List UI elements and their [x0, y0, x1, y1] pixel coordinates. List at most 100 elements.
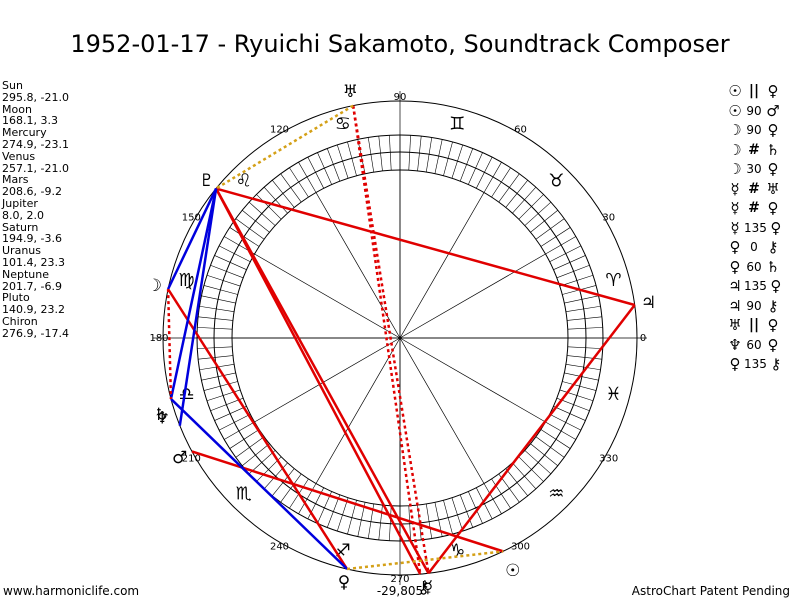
degree-tick	[197, 327, 233, 330]
planet-glyph-icon: ⚷	[767, 238, 779, 256]
pluto-glyph-icon: ♇	[199, 171, 214, 191]
degree-tick	[530, 210, 558, 233]
zodiac-sign-icon: ♈	[605, 270, 621, 291]
aspect-row: ☽ 30 ♀	[726, 160, 785, 180]
aspect-row: ♀ 60 ♄	[726, 258, 785, 278]
degree-tick	[248, 201, 276, 226]
aspect-row: ☽ 90 ♀	[726, 121, 785, 141]
zodiac-sign-icon: ♋	[335, 114, 351, 135]
planet-name: Sun	[2, 79, 23, 92]
degree-label: 180	[149, 333, 168, 344]
degree-tick	[549, 245, 582, 262]
degree-tick	[564, 372, 599, 381]
degree-tick	[564, 295, 599, 304]
aspect-row: ♀ 135 ⚷	[726, 355, 785, 375]
sector-spoke	[399, 337, 485, 484]
website-link[interactable]: www.harmoniclife.com	[3, 584, 140, 598]
degree-tick	[218, 414, 251, 431]
degree-label: 120	[270, 124, 289, 135]
aspect-line-square	[214, 187, 422, 575]
degree-tick	[530, 443, 558, 466]
neptune-glyph-icon: ♆	[155, 408, 170, 428]
degree-tick	[378, 136, 383, 171]
aspect-value: 90	[746, 298, 762, 313]
zodiac-sign-icon: ♌	[236, 171, 252, 192]
bottom-value-label: -29,805	[377, 584, 423, 598]
mars-glyph-icon: ♂	[172, 448, 187, 468]
degree-tick	[229, 429, 260, 449]
aspect-value: 135	[744, 279, 767, 293]
planet-position: 276.9, -17.4	[2, 326, 69, 340]
degree-tick	[417, 136, 422, 171]
degree-tick	[214, 406, 247, 421]
degree-tick	[491, 478, 511, 509]
degree-label: 60	[514, 124, 527, 135]
planet-position: 8.0, 2.0	[2, 208, 44, 222]
degree-label: 90	[394, 92, 407, 103]
degree-tick	[280, 173, 302, 203]
aspect-value: ||	[748, 317, 760, 333]
degree-tick	[242, 443, 270, 466]
degree-tick	[483, 483, 502, 514]
degree-tick	[451, 144, 464, 179]
degree-tick	[559, 389, 594, 402]
degree-tick	[263, 186, 288, 214]
degree-tick	[298, 483, 317, 514]
degree-label: 270	[390, 574, 409, 585]
aspect-value: #	[748, 180, 760, 197]
degree-tick	[553, 255, 586, 270]
planet-position: 274.9, -23.1	[2, 137, 69, 151]
planet-glyph-icon: ☿	[730, 199, 740, 217]
degree-tick	[545, 236, 576, 255]
zodiac-sign-icon: ♒	[548, 483, 564, 504]
degree-tick	[289, 167, 309, 198]
planet-glyph-icon: ♀	[767, 199, 779, 217]
degree-tick	[336, 144, 349, 179]
degree-tick	[498, 173, 520, 203]
degree-tick	[443, 500, 453, 535]
degree-tick	[336, 497, 349, 532]
degree-tick	[242, 210, 270, 233]
aspect-row: ☿ 135 ♀	[726, 219, 785, 239]
aspect-line-minor	[215, 104, 354, 190]
zodiac-sign-icon: ♓	[605, 384, 621, 405]
degree-tick	[425, 503, 433, 539]
degree-tick	[203, 381, 238, 391]
degree-tick	[476, 487, 493, 520]
chiron-glyph-icon: ⚷	[417, 578, 429, 598]
degree-tick	[389, 505, 392, 541]
sector-spoke	[399, 337, 546, 423]
degree-tick	[347, 500, 357, 535]
planet-name: Neptune	[2, 267, 50, 281]
planet-positions-list: Sun 295.8, -21.0 Moon 168.1, 3.3 Mercury 274.…	[2, 80, 69, 340]
degree-tick	[565, 305, 601, 313]
degree-tick	[199, 305, 235, 313]
planet-glyph-icon: ♀	[729, 355, 741, 373]
aspect-line-parallel	[351, 105, 422, 575]
planet-glyph-icon: ♀	[770, 218, 782, 237]
planet-glyph-icon: ♆	[728, 335, 742, 354]
planet-glyph-icon: ☽	[728, 160, 742, 178]
patent-notice: AstroChart Patent Pending	[631, 584, 790, 598]
planet-name: Moon	[2, 102, 32, 116]
planet-glyph-icon: ⚷	[770, 355, 782, 373]
planet-glyph-icon: ♀	[767, 160, 779, 178]
aspect-line-trine	[169, 188, 218, 400]
aspect-row: ☿ # ♅	[726, 180, 785, 200]
degree-tick	[197, 346, 233, 349]
degree-tick	[535, 436, 565, 458]
degree-tick	[549, 414, 582, 431]
aspect-line-trine	[178, 188, 218, 426]
degree-tick	[224, 421, 255, 440]
aspect-value: ||	[748, 83, 760, 99]
degree-tick	[367, 137, 375, 173]
planet-glyph-icon: ♀	[767, 82, 779, 100]
planet-glyph-icon: ♀	[767, 335, 779, 354]
aspect-value: 60	[746, 337, 762, 352]
degree-tick	[317, 152, 332, 185]
degree-tick	[434, 139, 443, 174]
planet-glyph-icon: ☿	[730, 179, 740, 198]
degree-tick	[476, 156, 493, 189]
planet-glyph-icon: ☽	[728, 121, 742, 139]
